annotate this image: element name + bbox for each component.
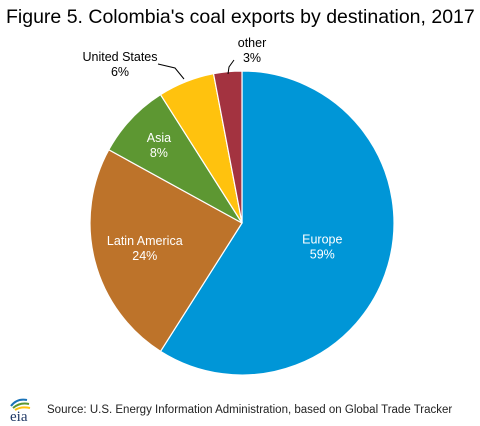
eia-logo-text: eia [10, 409, 28, 423]
slice-name-label: United States [82, 50, 157, 64]
pie-slice-europe [159, 70, 395, 376]
slice-name-label: other [238, 36, 267, 50]
slice-value-label: 24% [132, 249, 157, 263]
pie-slice-other [212, 70, 243, 224]
leader-line-other [227, 59, 235, 75]
slice-value-label: 6% [111, 65, 129, 79]
slice-name-label: Asia [147, 131, 171, 145]
slice-value-label: 3% [243, 51, 261, 65]
leader-line-united-states [157, 63, 185, 80]
chart-title: Figure 5. Colombia's coal exports by des… [6, 6, 475, 28]
slice-value-label: 8% [150, 146, 168, 160]
pie-slices [89, 70, 395, 376]
source-note: Source: U.S. Energy Information Administ… [47, 404, 453, 416]
leader-lines [157, 59, 235, 80]
pie-slice-latin-america [89, 148, 243, 353]
eia-logo: eia [10, 398, 31, 423]
slice-name-label: Latin America [107, 234, 183, 248]
slice-value-label: 59% [310, 247, 335, 261]
slice-name-label: Europe [302, 232, 342, 246]
